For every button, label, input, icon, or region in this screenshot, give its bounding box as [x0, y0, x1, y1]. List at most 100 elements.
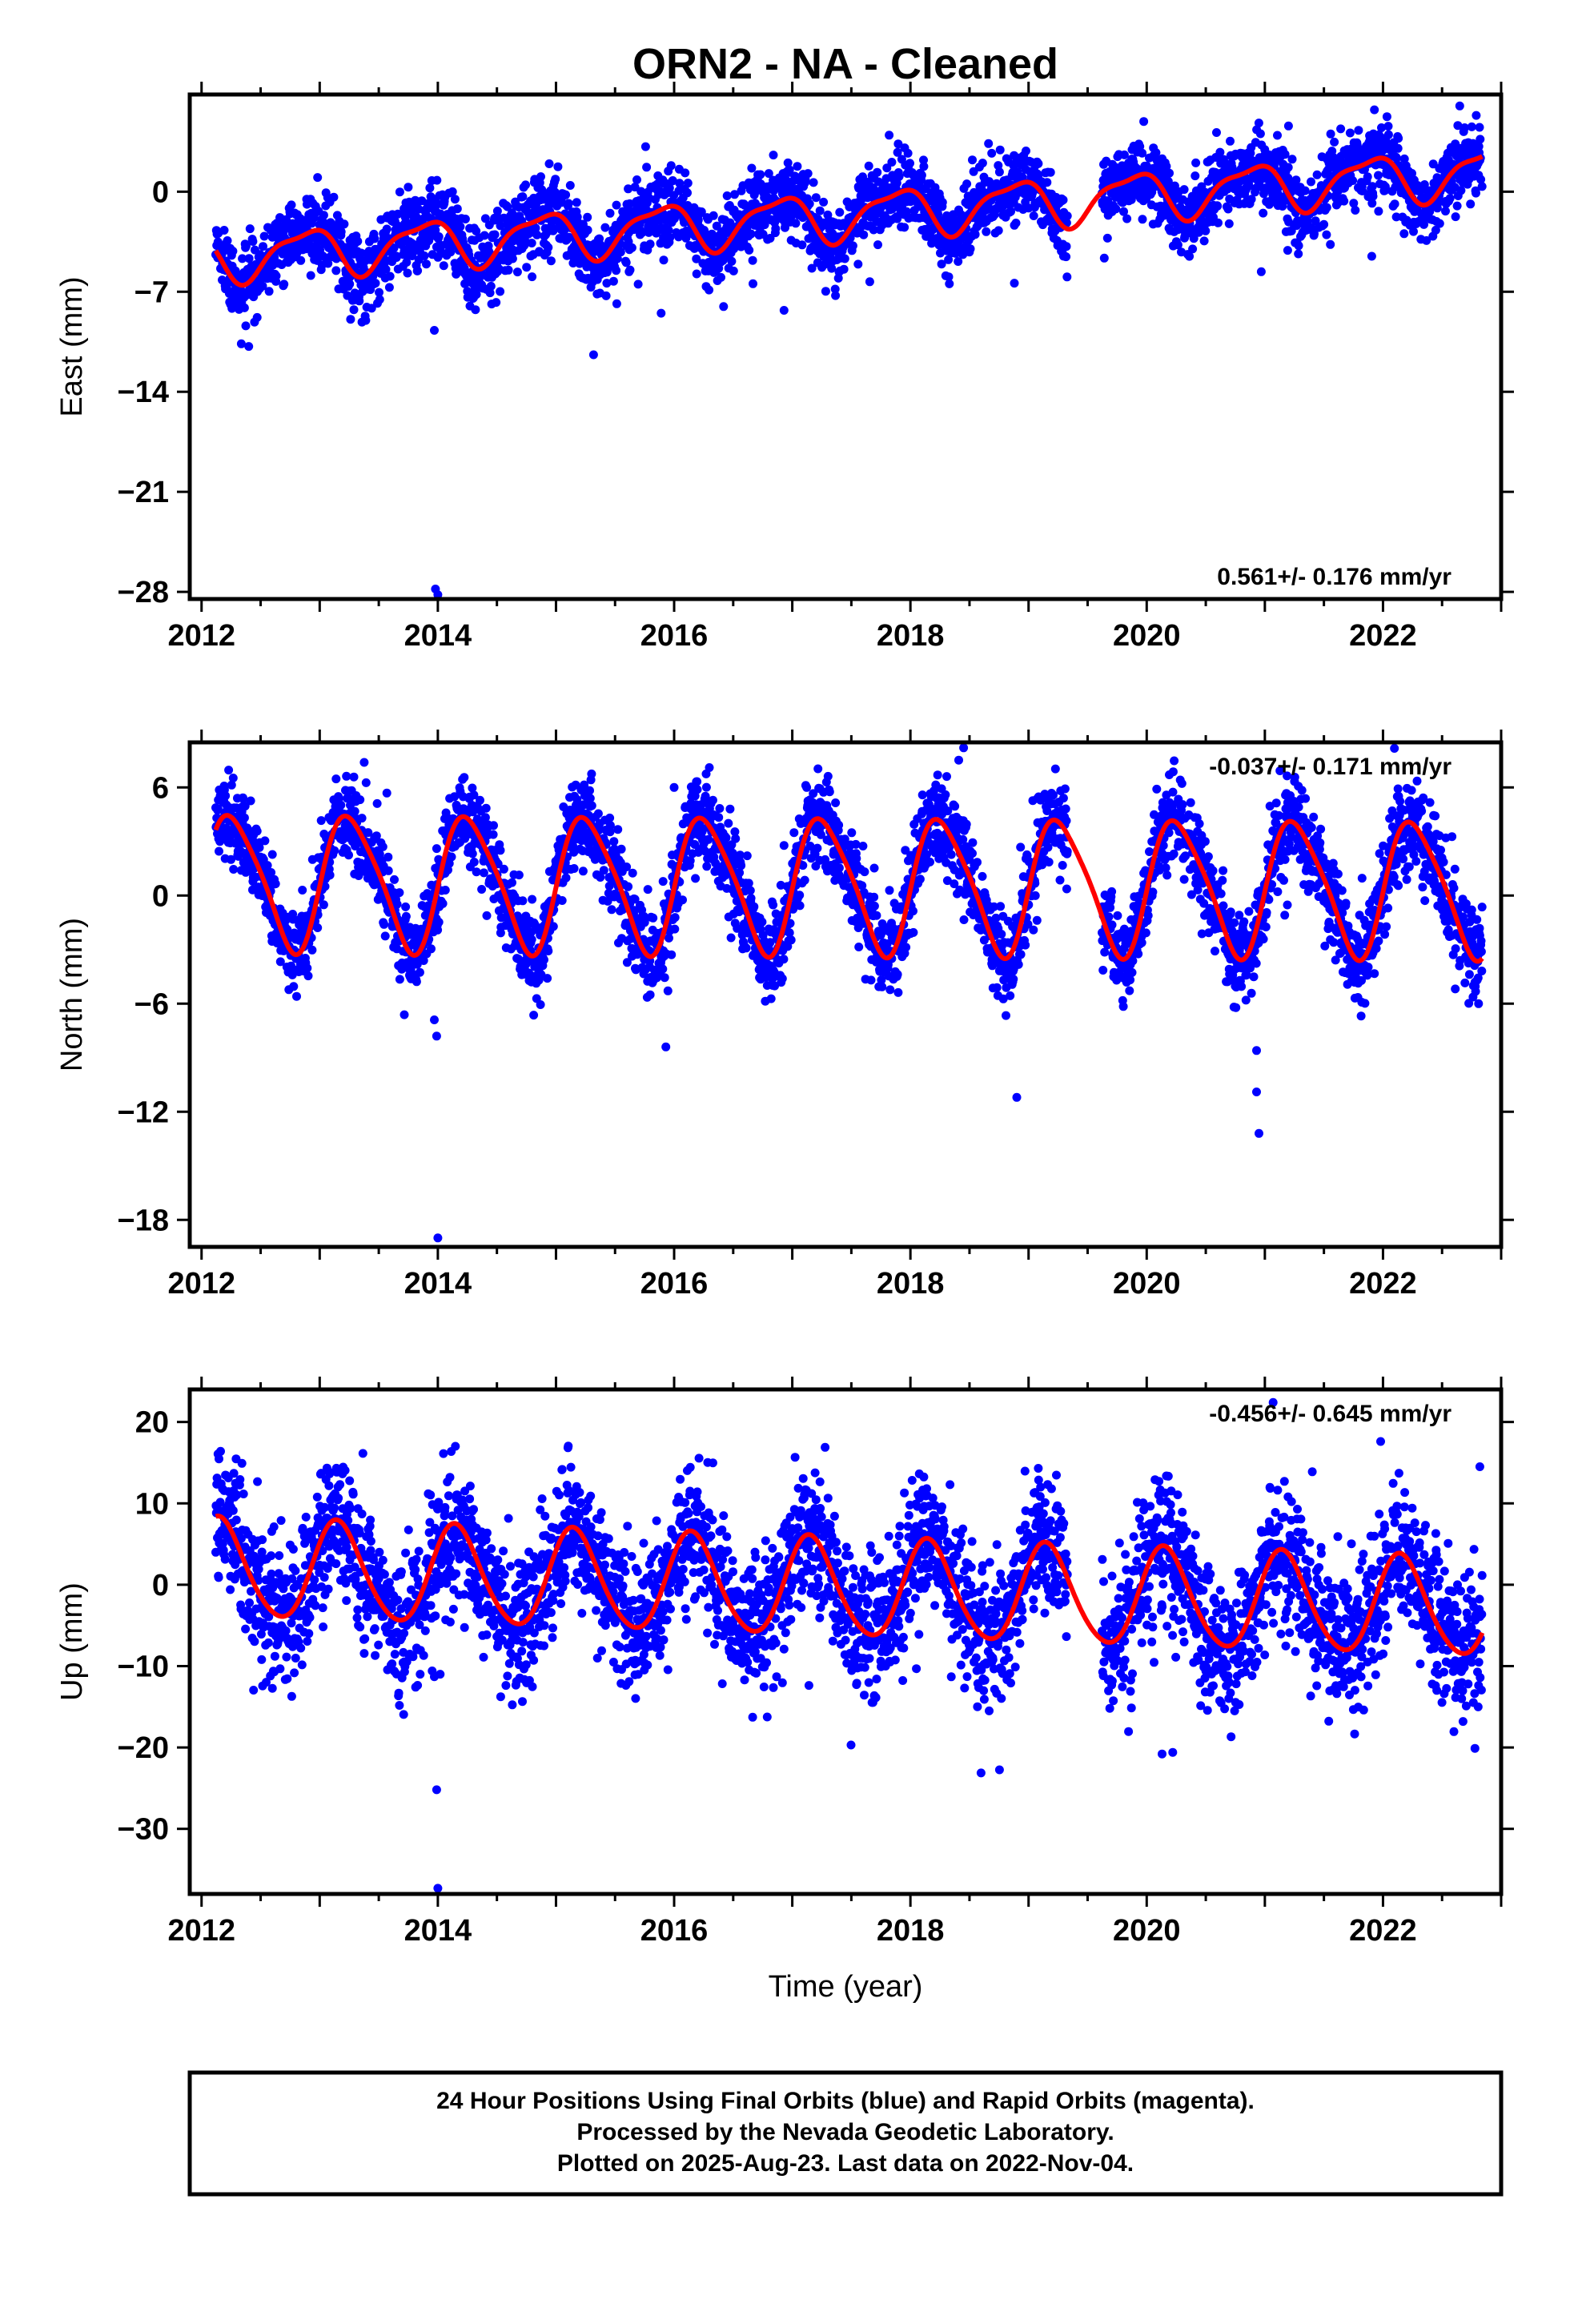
- north-point: [447, 852, 456, 862]
- north-point: [481, 803, 491, 813]
- north-point: [578, 866, 588, 876]
- east-point: [1179, 185, 1189, 195]
- east-point: [1062, 272, 1072, 282]
- east-point: [749, 279, 757, 288]
- north-point: [350, 806, 359, 816]
- east-point: [375, 295, 384, 304]
- east-point: [1062, 242, 1071, 251]
- east-point: [869, 225, 878, 235]
- north-point: [380, 931, 390, 941]
- east-point: [835, 207, 845, 217]
- east-point: [1363, 172, 1372, 182]
- east-point: [1138, 148, 1147, 158]
- north-point: [540, 955, 548, 964]
- north-point: [395, 888, 404, 898]
- east-point: [371, 279, 380, 288]
- east-point: [219, 226, 229, 235]
- east-point: [1122, 214, 1132, 223]
- east-point: [472, 290, 481, 300]
- east-point: [805, 199, 814, 208]
- east-point: [1223, 204, 1233, 214]
- east-point: [239, 303, 249, 312]
- east-point: [765, 234, 775, 243]
- north-point: [482, 911, 492, 920]
- north-point: [587, 801, 596, 810]
- east-point: [1351, 206, 1360, 215]
- east-point: [1472, 111, 1481, 120]
- east-point: [223, 236, 232, 245]
- east-point: [848, 241, 857, 251]
- east-point: [1132, 164, 1142, 174]
- east-point: [565, 181, 575, 190]
- north-point: [229, 865, 239, 874]
- east-point: [621, 258, 631, 267]
- east-point: [367, 304, 376, 313]
- east-point: [811, 193, 821, 203]
- east-y-tick-label: −14: [118, 376, 169, 409]
- east-point: [452, 204, 462, 214]
- east-point: [1254, 119, 1263, 128]
- east-outlier-point: [430, 326, 439, 335]
- east-point: [1339, 196, 1349, 206]
- east-point: [1367, 251, 1376, 261]
- east-point: [970, 230, 980, 239]
- east-point: [797, 240, 807, 250]
- east-point: [831, 291, 841, 300]
- east-point: [1280, 150, 1290, 159]
- east-x-tick-label: 2016: [640, 619, 709, 653]
- north-point: [331, 774, 341, 784]
- east-point: [722, 191, 732, 200]
- north-point: [605, 821, 615, 830]
- east-point: [664, 225, 673, 235]
- east-point: [1255, 129, 1265, 139]
- north-point: [330, 846, 339, 855]
- east-point: [995, 145, 1005, 155]
- north-point: [383, 866, 393, 875]
- east-point: [865, 277, 874, 287]
- east-point: [1212, 128, 1221, 137]
- east-point: [1383, 122, 1393, 131]
- east-outlier-point: [1256, 267, 1266, 276]
- north-point: [605, 813, 615, 822]
- east-point: [919, 162, 929, 171]
- east-point: [241, 321, 251, 331]
- east-point: [945, 279, 954, 288]
- east-point: [785, 165, 794, 175]
- east-point: [727, 256, 737, 266]
- east-point: [287, 200, 296, 210]
- east-point: [1151, 148, 1161, 158]
- east-point: [645, 239, 655, 249]
- east-point: [370, 234, 379, 243]
- east-point: [531, 223, 540, 233]
- east-point: [1011, 219, 1021, 227]
- east-point: [791, 219, 801, 228]
- east-point: [349, 305, 359, 315]
- east-point: [1326, 129, 1335, 139]
- east-point: [1294, 241, 1303, 251]
- east-point: [1022, 147, 1030, 155]
- east-point: [504, 265, 513, 275]
- east-point: [745, 245, 754, 255]
- east-point: [893, 147, 902, 157]
- east-outlier-point: [779, 306, 789, 315]
- east-point: [544, 243, 553, 252]
- east-point: [893, 214, 902, 223]
- north-point: [325, 870, 335, 880]
- east-point: [944, 272, 954, 282]
- east-point: [637, 227, 647, 237]
- north-point: [401, 911, 411, 921]
- east-point: [460, 215, 470, 223]
- east-point: [1046, 167, 1055, 177]
- east-point: [1138, 215, 1147, 224]
- east-point: [1102, 233, 1112, 243]
- east-point: [1028, 187, 1038, 197]
- east-point: [336, 227, 346, 236]
- east-points: [211, 101, 1487, 599]
- east-point: [602, 279, 612, 288]
- north-point: [252, 826, 262, 836]
- east-point: [1409, 227, 1418, 236]
- north-point: [660, 973, 669, 983]
- east-point: [1399, 229, 1409, 239]
- north-point: [599, 866, 608, 875]
- east-point: [1029, 211, 1038, 220]
